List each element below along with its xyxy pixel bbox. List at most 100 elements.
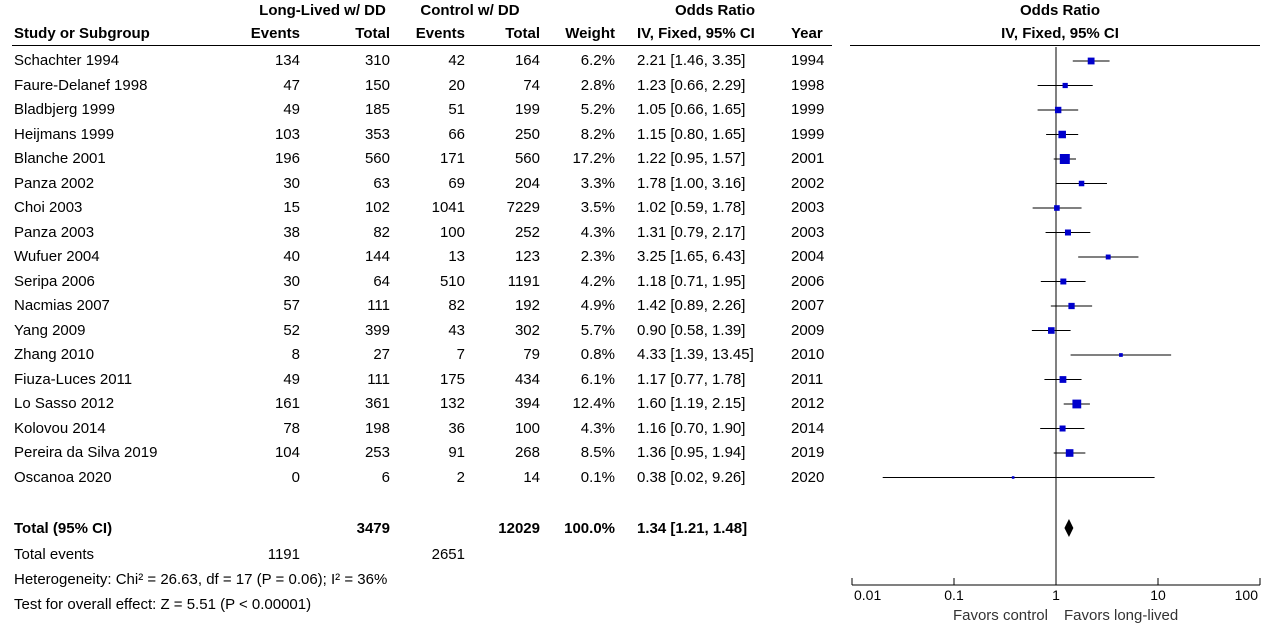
- year-value: 2011: [791, 370, 824, 388]
- events2-value: 51: [448, 101, 465, 118]
- weight-value: 4.3%: [580, 223, 615, 241]
- total1-value: 150: [364, 76, 390, 94]
- point-estimate: [1105, 254, 1111, 260]
- plot-header-rule: [850, 45, 1260, 46]
- weight-value: 8.5%: [580, 444, 615, 461]
- study-name: Bladbjerg 1999: [14, 101, 115, 118]
- total1-value: 102: [364, 199, 390, 216]
- study-name: Blanche 2001: [14, 150, 106, 167]
- ci-value: 1.36 [0.95, 1.94]: [637, 444, 746, 461]
- point-estimate: [1119, 353, 1123, 357]
- total1-value: 310: [364, 52, 390, 69]
- study-name: Heijmans 1999: [14, 125, 115, 143]
- events1-header: Events: [250, 25, 300, 42]
- point-estimate: [1059, 154, 1070, 164]
- events1-value: 30: [283, 272, 300, 290]
- study-name: Seripa 2006: [14, 272, 95, 290]
- study-name: Wufuer 2004: [14, 248, 100, 265]
- ci-value: 3.25 [1.65, 6.43]: [637, 248, 746, 265]
- x-tick-label: 0.1: [944, 587, 964, 603]
- ci-value: 1.17 [0.77, 1.78]: [637, 370, 746, 388]
- point-estimate: [1048, 327, 1055, 334]
- point-estimate: [1064, 229, 1071, 236]
- year-value: 2002: [791, 174, 825, 192]
- total2-header: Total: [505, 25, 540, 42]
- study-name: Choi 2003: [14, 199, 83, 216]
- total-ci: 1.34 [1.21, 1.48]: [637, 520, 748, 537]
- weight-value: 6.2%: [580, 52, 615, 69]
- events2-value: 100: [439, 223, 465, 241]
- ci-value: 1.15 [0.80, 1.65]: [637, 125, 746, 143]
- events2-value: 1041: [431, 199, 465, 216]
- year-value: 2001: [791, 150, 825, 167]
- total2-value: 394: [514, 395, 540, 412]
- year-value: 2009: [791, 321, 825, 339]
- events1-value: 134: [274, 52, 300, 69]
- year-value: 1999: [791, 101, 825, 118]
- events2-value: 2: [456, 468, 465, 486]
- ci-value: 0.90 [0.58, 1.39]: [637, 321, 746, 339]
- events2-value: 91: [448, 444, 465, 461]
- total2-value: 250: [514, 125, 540, 143]
- weight-value: 12.4%: [572, 395, 615, 412]
- total-weight: 100.0%: [564, 520, 615, 537]
- ci-value: 1.23 [0.66, 2.29]: [637, 76, 746, 94]
- total1-value: 64: [373, 272, 390, 290]
- ci-value: 1.78 [1.00, 3.16]: [637, 174, 746, 192]
- events1-value: 52: [283, 321, 300, 339]
- or-group-header: Odds Ratio: [674, 2, 755, 19]
- ci-plot-header: IV, Fixed, 95% CI: [1001, 25, 1119, 42]
- weight-value: 3.5%: [580, 199, 615, 216]
- weight-value: 5.2%: [580, 101, 615, 118]
- total1-value: 27: [373, 346, 390, 363]
- events2-value: 82: [448, 297, 465, 314]
- events1-value: 196: [274, 150, 300, 167]
- study-name: Panza 2002: [14, 174, 95, 192]
- total2-value: 434: [514, 370, 540, 388]
- total2-value: 79: [523, 346, 540, 363]
- year-value: 2007: [791, 297, 825, 314]
- total1-value: 560: [364, 150, 390, 167]
- study-name: Nacmias 2007: [14, 297, 110, 314]
- study-name: Fiuza-Luces 2011: [14, 370, 133, 388]
- total2-value: 123: [514, 248, 540, 265]
- weight-value: 5.7%: [580, 321, 615, 339]
- x-tick-label: 1: [1052, 587, 1060, 603]
- year-value: 2003: [791, 199, 825, 216]
- year-value: 2010: [791, 346, 825, 363]
- year-value: 2014: [791, 419, 825, 437]
- events1-value: 47: [283, 76, 300, 94]
- total1-value: 253: [364, 444, 390, 461]
- point-estimate: [1058, 130, 1066, 139]
- total2-value: 192: [514, 297, 540, 314]
- events2-value: 7: [456, 346, 465, 363]
- point-estimate: [1011, 476, 1015, 479]
- weight-value: 4.3%: [580, 419, 615, 437]
- point-estimate: [1059, 376, 1067, 383]
- year-value: 1994: [791, 52, 825, 69]
- total1-value: 198: [364, 419, 390, 437]
- total1-value: 111: [367, 370, 390, 388]
- ci-value: 1.60 [1.19, 2.15]: [637, 395, 746, 412]
- total1-header: Total: [355, 25, 390, 42]
- events2-value: 36: [448, 419, 465, 437]
- year-value: 2020: [791, 468, 825, 486]
- total2-value: 7229: [506, 199, 540, 216]
- year-value: 1999: [791, 125, 825, 143]
- study-header: Study or Subgroup: [14, 25, 150, 42]
- overall-effect-text: Test for overall effect: Z = 5.51 (P < 0…: [14, 596, 312, 613]
- total2-value: 164: [514, 52, 540, 69]
- x-tick-label: 10: [1150, 587, 1166, 603]
- point-estimate: [1068, 302, 1075, 310]
- total2-value: 252: [514, 223, 540, 241]
- point-estimate: [1059, 425, 1066, 432]
- or-plot-title: Odds Ratio: [1019, 2, 1100, 19]
- weight-value: 2.8%: [580, 76, 615, 94]
- total1-value: 63: [373, 174, 390, 192]
- events1-value: 49: [283, 370, 300, 388]
- ci-value: 1.31 [0.79, 2.17]: [637, 223, 746, 241]
- study-name: Pereira da Silva 2019: [14, 444, 158, 461]
- heterogeneity-text: Heterogeneity: Chi² = 26.63, df = 17 (P …: [14, 571, 388, 588]
- total2-value: 560: [514, 150, 540, 167]
- total2-value: 204: [514, 174, 540, 192]
